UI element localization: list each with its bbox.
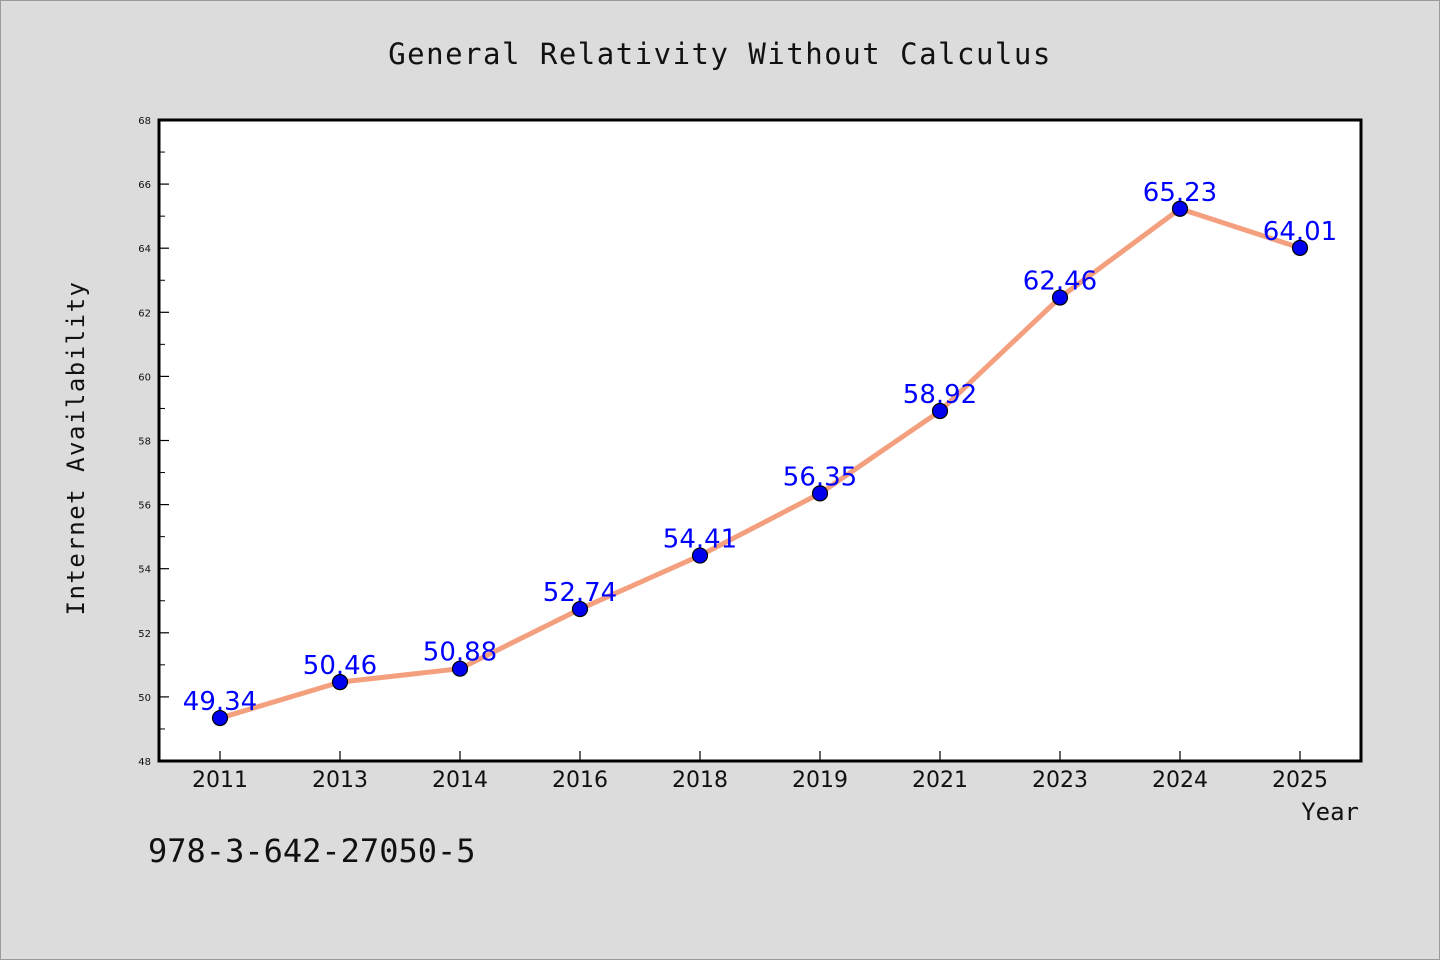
x-tick-label: 2019	[792, 768, 848, 793]
y-tick-label: 48	[138, 757, 151, 768]
y-tick-label: 52	[138, 629, 151, 640]
y-tick-label: 50	[138, 693, 151, 704]
data-point	[811, 485, 829, 502]
y-tick-label: 60	[138, 372, 151, 383]
x-tick-label: 2013	[312, 768, 368, 793]
y-axis-ticks: 48 50 52 54 56 58 60 62 64 66 68	[138, 116, 169, 768]
data-label: 65.23	[1143, 178, 1217, 208]
y-tick-label: 62	[138, 308, 151, 319]
data-label: 56.35	[783, 462, 857, 492]
x-tick-label: 2018	[672, 768, 728, 793]
x-axis-label: Year	[1301, 798, 1359, 826]
y-tick-label: 68	[138, 116, 151, 127]
x-tick-label: 2021	[912, 768, 968, 793]
x-tick-label: 2024	[1152, 768, 1208, 793]
x-tick-label: 2016	[552, 768, 608, 793]
data-point	[1291, 239, 1309, 256]
data-point	[1171, 200, 1189, 217]
x-tick-label: 2014	[432, 768, 488, 793]
x-tick-label: 2025	[1272, 768, 1328, 793]
x-axis-ticks: 2011 2013 2014 2016 2018 2019 2021 2023 2024 2025	[192, 751, 1328, 793]
data-label: 50.46	[303, 651, 377, 681]
data-point	[931, 402, 949, 420]
data-label: 52.74	[543, 578, 617, 608]
series-group: 49.34 50.46 50.88 52.74 54.41 56.35 58.92 62.46…	[183, 178, 1337, 727]
data-point	[691, 547, 709, 564]
y-tick-label: 56	[138, 501, 151, 512]
y-tick-label: 66	[138, 180, 151, 191]
data-label: 50.88	[423, 638, 497, 668]
chart-title: General Relativity Without Calculus	[388, 37, 1052, 71]
y-tick-label: 58	[138, 437, 151, 448]
data-point	[211, 709, 229, 727]
data-label: 49.34	[183, 687, 257, 717]
data-point	[451, 660, 469, 677]
data-label: 62.46	[1023, 267, 1097, 297]
series-line	[219, 206, 1301, 721]
data-point	[1051, 289, 1069, 306]
data-point	[331, 674, 349, 691]
data-label: 64.01	[1263, 217, 1337, 247]
y-tick-label: 64	[138, 244, 151, 255]
data-label: 54.41	[663, 525, 737, 555]
y-axis-label: Internet Availability	[62, 281, 90, 616]
x-tick-label: 2011	[192, 768, 248, 793]
y-tick-label: 54	[138, 565, 151, 576]
data-point	[571, 600, 589, 618]
data-label: 58.92	[903, 380, 977, 410]
x-tick-label: 2023	[1032, 768, 1088, 793]
plot-area	[157, 118, 1363, 763]
isbn-text: 978-3-642-27050-5	[148, 832, 476, 870]
